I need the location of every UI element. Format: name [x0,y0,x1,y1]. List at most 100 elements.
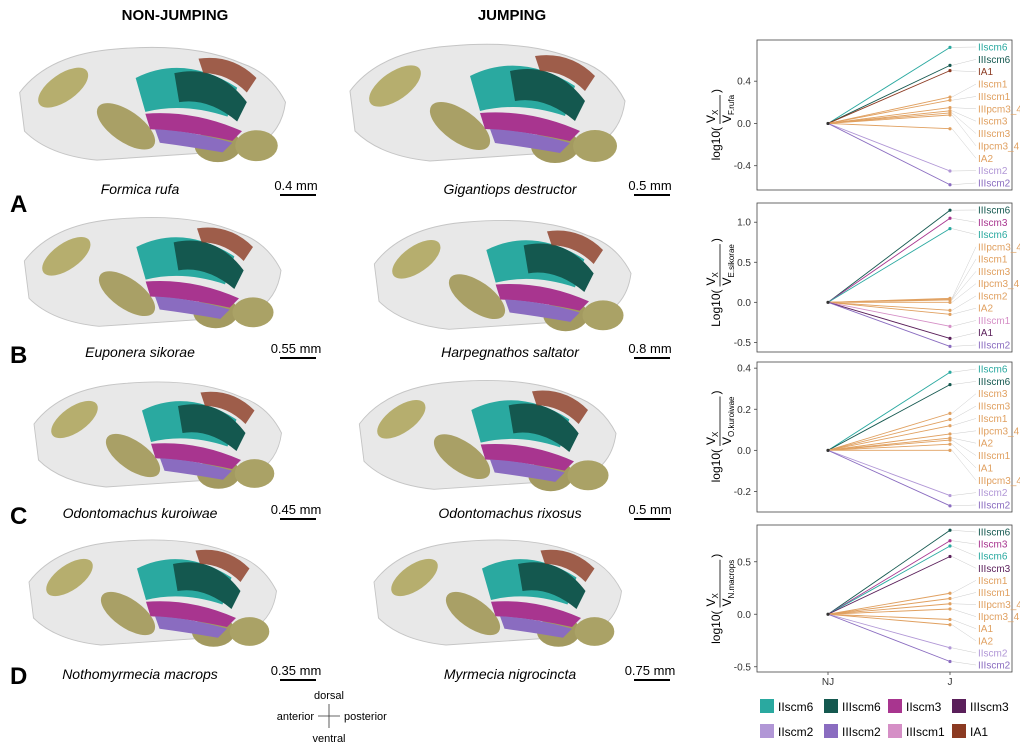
series-line [828,614,950,619]
series-label: IIIpcm3_4 [978,104,1020,115]
series-label: IIscm3 [978,218,1008,229]
series-line [828,541,950,615]
y-tick-label: -0.5 [734,662,752,673]
series-point [948,660,951,663]
legend-label: IIscm2 [778,725,814,739]
legend-swatch [760,699,774,713]
label-connector [952,96,976,100]
plot-frame [757,203,1012,352]
series-label: IIscm2 [978,488,1008,499]
label-connector [952,369,976,372]
plot-frame [757,362,1012,512]
label-connector [952,308,976,314]
y-tick-label: 0.0 [737,446,751,457]
series-point [948,646,951,649]
figure: NON-JUMPING JUMPING dorsal ventral anter… [0,0,1020,746]
y-tick-label: 0.0 [737,610,751,621]
series-point [948,424,951,427]
series-point [948,438,951,441]
label-connector [952,648,976,653]
label-connector [952,218,976,222]
origin-point [826,301,829,304]
panel-letter: D [10,663,27,690]
series-point [948,449,951,452]
series-point [948,529,951,532]
compass-label: ventral [312,733,345,745]
label-connector [952,662,976,666]
legend-swatch [824,724,838,738]
series-label: IIscm2 [978,648,1008,659]
series-point [948,325,951,328]
scale-label: 0.4 mm [274,178,317,193]
label-connector [952,229,976,235]
series-line [828,450,950,495]
series-point [948,169,951,172]
series-point [948,412,951,415]
y-tick-label: 0.2 [737,405,751,416]
legend-label: IIIscm3 [970,700,1009,714]
series-line [828,385,950,451]
label-connector [952,381,976,384]
species-name: Harpegnathos saltator [441,344,580,360]
series-label: IIIscm3 [978,402,1011,413]
specimen-render [34,382,282,489]
series-label: IIpcm3_4 [978,612,1020,623]
series-label: IIIscm6 [978,55,1011,66]
series-point [948,555,951,558]
series-point [948,623,951,626]
series-label: IIIscm2 [978,661,1011,672]
scale-label: 0.35 mm [271,663,322,678]
y-label-numerator: VX [704,109,720,123]
series-point [948,443,951,446]
series-point [948,313,951,316]
panel-letter: C [10,503,27,530]
series-point [948,227,951,230]
specimen-render [24,217,281,328]
y-tick-label: 0.0 [737,119,751,130]
legend-swatch [760,724,774,738]
series-point [948,602,951,605]
series-line [828,614,950,661]
y-label-part: V [704,277,718,285]
series-label: IIIscm3 [978,129,1011,140]
legend-label: IIscm6 [778,700,814,714]
y-label-part: V [704,598,718,606]
legend-label: IIIscm6 [842,700,881,714]
series-label: IIIscm6 [978,206,1011,217]
label-connector [952,59,976,65]
series-label: IIscm1 [978,255,1008,266]
series-line [828,302,950,338]
label-connector [952,541,976,544]
series-line [828,434,950,450]
y-label-part: V [704,437,718,445]
y-label-sub: X [711,431,720,437]
scale-label: 0.8 mm [628,341,671,356]
label-connector [952,296,976,310]
series-point [948,95,951,98]
compass-label: dorsal [314,690,344,702]
label-connector [952,271,976,300]
series-label: IA2 [978,636,993,647]
series-line [828,302,950,314]
label-connector [952,450,976,480]
series-point [948,345,951,348]
series-line [828,210,950,302]
legend-label: IIscm3 [906,700,942,714]
y-tick-label: -0.2 [734,487,752,498]
series-point [948,309,951,312]
label-connector [952,406,976,419]
series-label: IIscm2 [978,166,1008,177]
series-point [948,597,951,600]
series-label: IIscm1 [978,576,1008,587]
series-label: IIIscm6 [978,377,1011,388]
series-label: IIIpcm3_4 [978,242,1020,253]
y-label-sub: E.sikorae [727,244,736,278]
label-connector [952,129,976,159]
origin-point [826,122,829,125]
series-point [948,183,951,186]
series-label: IA2 [978,304,993,315]
origin-point [826,613,829,616]
y-label-suffix: ) [709,238,723,242]
